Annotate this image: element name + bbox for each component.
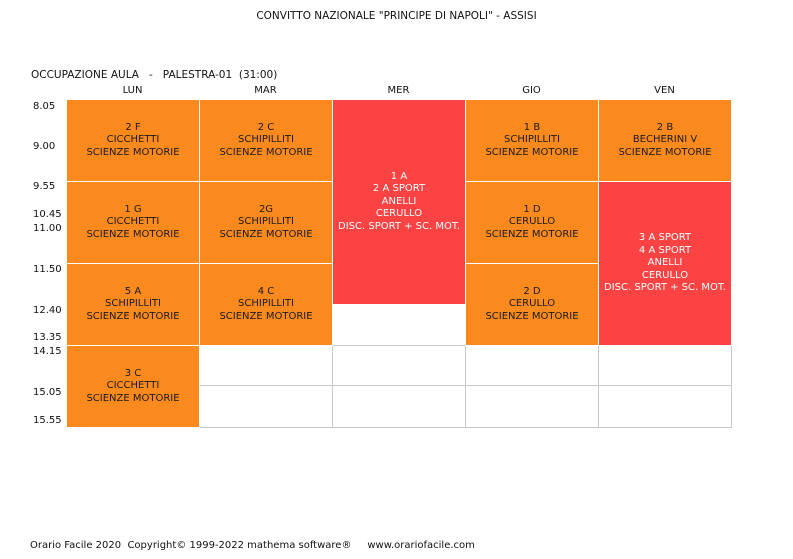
lesson-line: 2 A SPORT [372, 183, 426, 195]
lesson-line: 4 A SPORT [638, 244, 692, 256]
lesson-line: SCIENZE MOTORIE [485, 146, 579, 158]
school-title: CONVITTO NAZIONALE "PRINCIPE DI NAPOLI" … [256, 10, 537, 22]
lesson-cell[interactable]: 1 D CERULLO SCIENZE MOTORIE [465, 181, 599, 264]
room-occupancy-subtitle: OCCUPAZIONE AULA - PALESTRA-01 (31:00) [31, 69, 278, 81]
lesson-line: 3 A SPORT [638, 232, 692, 244]
lesson-cell[interactable]: 2 D CERULLO SCIENZE MOTORIE [465, 263, 599, 346]
lesson-line: 2 D [523, 285, 541, 297]
time-label: 9.00 [33, 141, 56, 152]
time-label: 14.15 [33, 346, 62, 357]
lesson-line: 3 C [124, 367, 142, 379]
lesson-line: SCIENZE MOTORIE [86, 392, 180, 404]
lesson-line: CERULLO [508, 298, 556, 310]
lesson-line: 5 A [124, 285, 142, 297]
lesson-line: CERULLO [641, 269, 689, 281]
lesson-line: DISC. SPORT + SC. MOT. [604, 282, 726, 294]
time-label: 15.55 [33, 415, 62, 426]
grid-row-line [66, 427, 732, 428]
lesson-cell[interactable]: 2 C SCHIPILLITI SCIENZE MOTORIE [199, 99, 333, 182]
lesson-line: SCHIPILLITI [105, 298, 161, 310]
lesson-line: 2 B [656, 121, 674, 133]
lesson-line: SCHIPILLITI [238, 216, 294, 228]
lesson-line: SCIENZE MOTORIE [485, 228, 579, 240]
lesson-cell[interactable]: 2 F CICCHETTI SCIENZE MOTORIE [66, 99, 200, 182]
day-header-lun: LUN [122, 85, 143, 96]
lesson-line: SCIENZE MOTORIE [219, 310, 313, 322]
day-header-ven: VEN [654, 85, 675, 96]
lesson-line: SCIENZE MOTORIE [618, 146, 712, 158]
time-label: 11.50 [33, 264, 62, 275]
footer-copyright: Orario Facile 2020 Copyright© 1999-2022 … [30, 540, 475, 551]
time-label: 8.05 [33, 101, 56, 112]
time-label: 9.55 [33, 181, 56, 192]
lesson-line: 4 C [257, 285, 275, 297]
lesson-cell[interactable]: 3 C CICCHETTI SCIENZE MOTORIE [66, 345, 200, 428]
lesson-line: SCHIPILLITI [504, 134, 560, 146]
lesson-line: CERULLO [508, 216, 556, 228]
lesson-line: 1 G [124, 203, 142, 215]
lesson-cell[interactable]: 1 G CICCHETTI SCIENZE MOTORIE [66, 181, 200, 264]
time-label: 15.05 [33, 387, 62, 398]
lesson-line: CICCHETTI [106, 380, 160, 392]
day-header-mar: MAR [254, 85, 277, 96]
lesson-line: DISC. SPORT + SC. MOT. [338, 220, 460, 232]
lesson-cell[interactable]: 1 B SCHIPILLITI SCIENZE MOTORIE [465, 99, 599, 182]
lesson-line: CICCHETTI [106, 216, 160, 228]
lesson-line: SCIENZE MOTORIE [485, 310, 579, 322]
lesson-line: 1 B [523, 121, 541, 133]
lesson-line: ANELLI [381, 195, 417, 207]
lesson-cell[interactable]: 5 A SCHIPILLITI SCIENZE MOTORIE [66, 263, 200, 346]
time-label: 11.00 [33, 223, 62, 234]
lesson-line: CICCHETTI [106, 134, 160, 146]
lesson-cell[interactable]: 3 A SPORT 4 A SPORT ANELLI CERULLO DISC. SPO… [598, 181, 732, 346]
day-header-gio: GIO [522, 85, 541, 96]
lesson-cell[interactable]: 2G SCHIPILLITI SCIENZE MOTORIE [199, 181, 333, 264]
lesson-line: SCIENZE MOTORIE [86, 228, 180, 240]
grid-row-line [66, 385, 732, 386]
lesson-line: SCHIPILLITI [238, 298, 294, 310]
lesson-cell[interactable]: 2 B BECHERINI V SCIENZE MOTORIE [598, 99, 732, 182]
lesson-line: SCIENZE MOTORIE [219, 146, 313, 158]
lesson-line: 1 A [390, 170, 408, 182]
time-label: 12.40 [33, 305, 62, 316]
lesson-line: BECHERINI V [632, 134, 698, 146]
grid-row-line [66, 345, 732, 346]
lesson-line: CERULLO [375, 208, 423, 220]
lesson-line: SCIENZE MOTORIE [219, 228, 313, 240]
time-label: 10.45 [33, 209, 62, 220]
lesson-line: 2G [258, 203, 274, 215]
lesson-line: 1 D [523, 203, 541, 215]
lesson-line: SCHIPILLITI [238, 134, 294, 146]
lesson-line: 2 C [257, 121, 275, 133]
lesson-line: ANELLI [647, 257, 683, 269]
day-header-mer: MER [387, 85, 410, 96]
lesson-line: SCIENZE MOTORIE [86, 310, 180, 322]
time-label: 13.35 [33, 332, 62, 343]
lesson-line: 2 F [125, 121, 141, 133]
lesson-cell[interactable]: 4 C SCHIPILLITI SCIENZE MOTORIE [199, 263, 333, 346]
lesson-line: SCIENZE MOTORIE [86, 146, 180, 158]
